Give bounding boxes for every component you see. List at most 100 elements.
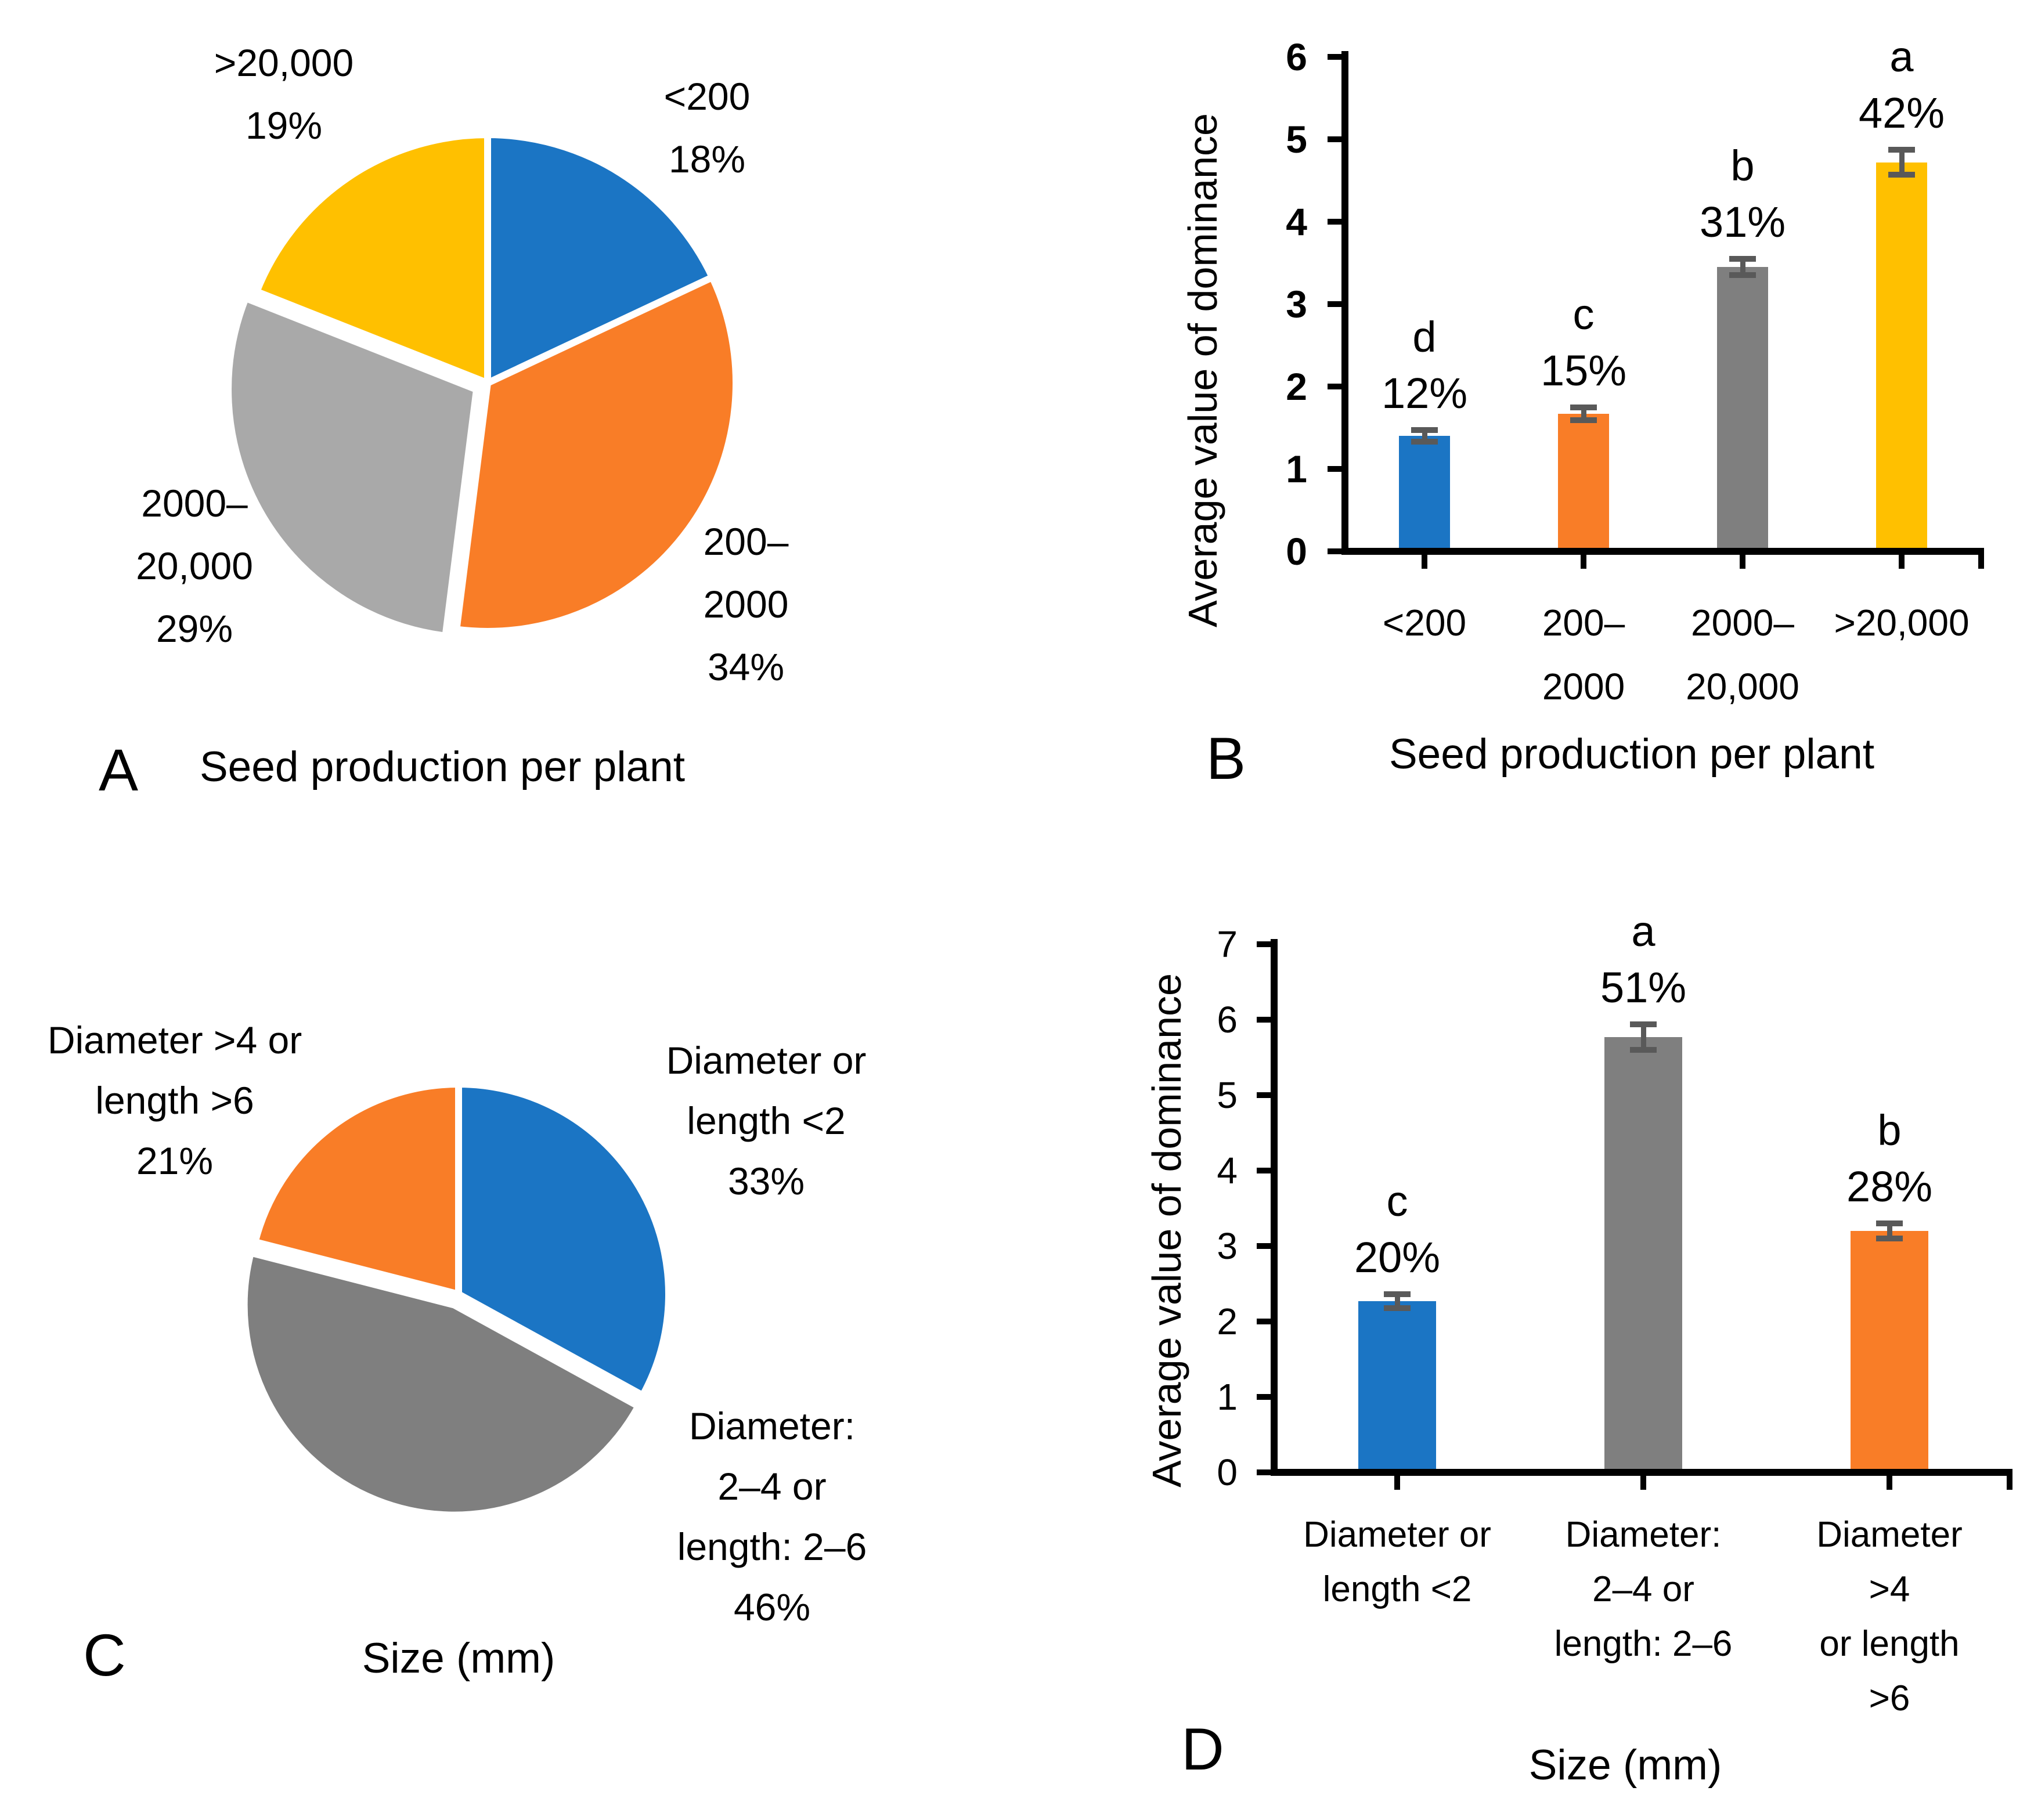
pie-slice-A-2 bbox=[225, 294, 481, 640]
error-bar-whisker-B-1 bbox=[1581, 407, 1586, 421]
bar-percent-label-B-0: 12% bbox=[1381, 369, 1468, 418]
bar-percent-label-D-1: 51% bbox=[1600, 963, 1687, 1012]
error-bar-whisker-D-0 bbox=[1394, 1294, 1400, 1308]
y-tick-D-3 bbox=[1257, 1243, 1271, 1249]
bar-sig-letter-B-2: b bbox=[1730, 141, 1755, 190]
error-bar-cap-B-2-low bbox=[1729, 272, 1756, 279]
x-category-label-B-3: >20,000 bbox=[1834, 602, 1970, 644]
bar-sig-letter-B-0: d bbox=[1412, 313, 1437, 362]
panel-caption-c: Size (mm) bbox=[362, 1635, 556, 1682]
x-tick-B-2 bbox=[1740, 555, 1745, 569]
x-category-label-D-0: Diameter or length <2 bbox=[1303, 1515, 1491, 1610]
y-tick-B-1 bbox=[1328, 466, 1341, 472]
y-tick-label-D-7: 7 bbox=[1217, 923, 1238, 965]
error-bar-cap-B-1-low bbox=[1570, 417, 1597, 424]
y-tick-D-1 bbox=[1257, 1394, 1271, 1400]
y-tick-label-D-4: 4 bbox=[1217, 1150, 1238, 1191]
x-axis-line-D bbox=[1271, 1469, 2012, 1476]
y-tick-B-0 bbox=[1328, 548, 1341, 554]
y-tick-B-3 bbox=[1328, 301, 1341, 307]
x-axis-line-B bbox=[1341, 548, 1984, 555]
pie-slice-label-A-2: 2000– 20,000 29% bbox=[136, 481, 253, 650]
y-tick-D-6 bbox=[1257, 1017, 1271, 1023]
x-category-label-B-1: 200– 2000 bbox=[1542, 602, 1625, 708]
x-tick-B-1 bbox=[1581, 555, 1586, 569]
y-tick-label-B-1: 1 bbox=[1286, 447, 1307, 490]
bar-percent-label-B-1: 15% bbox=[1540, 346, 1627, 395]
error-bar-cap-B-0-low bbox=[1411, 439, 1438, 445]
error-bar-whisker-D-1 bbox=[1640, 1024, 1646, 1050]
pie-slice-label-A-3: >20,000 19% bbox=[214, 41, 354, 147]
x-axis-end-tick-D bbox=[2007, 1476, 2012, 1490]
error-bar-cap-B-3-low bbox=[1888, 172, 1915, 178]
y-tick-B-6 bbox=[1328, 54, 1341, 60]
y-tick-label-D-1: 1 bbox=[1217, 1376, 1238, 1418]
error-bar-whisker-D-2 bbox=[1887, 1223, 1892, 1238]
y-tick-label-D-0: 0 bbox=[1217, 1451, 1238, 1493]
x-category-label-B-2: 2000– 20,000 bbox=[1686, 602, 1799, 708]
pie-slice-C-1 bbox=[240, 1249, 642, 1519]
bar-D-2 bbox=[1851, 1231, 1928, 1469]
panel-letter-a: A bbox=[98, 737, 139, 803]
y-tick-label-B-4: 4 bbox=[1286, 200, 1307, 243]
bar-sig-letter-B-3: a bbox=[1889, 32, 1914, 81]
bar-B-0 bbox=[1399, 436, 1450, 548]
x-category-label-D-1: Diameter: 2–4 or length: 2–6 bbox=[1554, 1515, 1733, 1664]
pie-slice-label-A-1: 200– 2000 34% bbox=[703, 519, 789, 688]
x-tick-D-2 bbox=[1887, 1476, 1892, 1490]
bar-percent-label-D-2: 28% bbox=[1846, 1162, 1933, 1211]
panel-caption-a: Seed production per plant bbox=[199, 743, 686, 790]
bar-sig-letter-B-1: c bbox=[1572, 290, 1595, 338]
x-axis-end-tick-B bbox=[1978, 555, 1984, 569]
error-bar-cap-D-0-high bbox=[1384, 1291, 1411, 1298]
y-tick-D-4 bbox=[1257, 1168, 1271, 1173]
y-tick-label-D-6: 6 bbox=[1217, 999, 1238, 1041]
y-tick-label-B-3: 3 bbox=[1286, 283, 1307, 326]
bar-percent-label-D-0: 20% bbox=[1354, 1233, 1441, 1282]
bar-B-1 bbox=[1558, 413, 1609, 548]
error-bar-cap-D-2-high bbox=[1876, 1220, 1903, 1226]
x-tick-B-3 bbox=[1899, 555, 1905, 569]
panel-letter-c: C bbox=[83, 1622, 126, 1688]
pie-slice-label-C-1: Diameter: 2–4 or length: 2–6 46% bbox=[677, 1404, 867, 1628]
y-axis-line-B bbox=[1341, 51, 1348, 555]
x-category-label-D-2: Diameter >4 or length >6 bbox=[1816, 1515, 1963, 1719]
y-tick-D-7 bbox=[1257, 941, 1271, 947]
y-tick-label-D-3: 3 bbox=[1217, 1225, 1238, 1267]
pie-slice-C-0 bbox=[455, 1081, 672, 1399]
error-bar-whisker-B-0 bbox=[1422, 430, 1427, 442]
bar-D-1 bbox=[1604, 1037, 1682, 1469]
error-bar-cap-D-0-low bbox=[1384, 1305, 1411, 1311]
y-tick-D-2 bbox=[1257, 1319, 1271, 1324]
y-axis-title-panel-d: Average value of dominance bbox=[1144, 973, 1189, 1487]
y-tick-D-5 bbox=[1257, 1092, 1271, 1098]
bar-percent-label-B-2: 31% bbox=[1699, 197, 1786, 246]
y-tick-label-B-6: 6 bbox=[1286, 35, 1307, 78]
y-axis-line-D bbox=[1271, 939, 1278, 1476]
bar-sig-letter-D-1: a bbox=[1631, 907, 1655, 955]
bar-percent-label-B-3: 42% bbox=[1858, 89, 1945, 138]
y-tick-label-B-0: 0 bbox=[1286, 530, 1307, 573]
y-tick-label-D-5: 5 bbox=[1217, 1074, 1238, 1116]
pie-slice-label-C-2: Diameter >4 or length >6 21% bbox=[47, 1018, 302, 1182]
y-tick-label-D-2: 2 bbox=[1217, 1301, 1238, 1342]
y-tick-label-B-2: 2 bbox=[1286, 365, 1307, 408]
y-tick-D-0 bbox=[1257, 1469, 1271, 1475]
pie-slice-A-3 bbox=[253, 131, 491, 387]
error-bar-whisker-B-3 bbox=[1899, 150, 1905, 175]
bar-D-0 bbox=[1358, 1301, 1436, 1469]
error-bar-cap-D-1-low bbox=[1630, 1047, 1657, 1053]
error-bar-cap-D-2-low bbox=[1876, 1236, 1903, 1241]
error-bar-cap-D-1-high bbox=[1630, 1021, 1657, 1027]
bar-sig-letter-D-0: c bbox=[1386, 1177, 1408, 1226]
x-tick-B-0 bbox=[1422, 555, 1427, 569]
pie-slice-A-1 bbox=[453, 273, 740, 635]
y-tick-B-5 bbox=[1328, 136, 1341, 142]
bar-B-3 bbox=[1876, 162, 1927, 548]
panel-letter-b: B bbox=[1206, 725, 1246, 792]
error-bar-cap-B-3-high bbox=[1888, 147, 1915, 153]
x-tick-D-0 bbox=[1394, 1476, 1400, 1490]
error-bar-cap-B-0-high bbox=[1411, 427, 1438, 434]
error-bar-whisker-B-2 bbox=[1740, 258, 1745, 276]
x-category-label-B-0: <200 bbox=[1382, 602, 1467, 644]
